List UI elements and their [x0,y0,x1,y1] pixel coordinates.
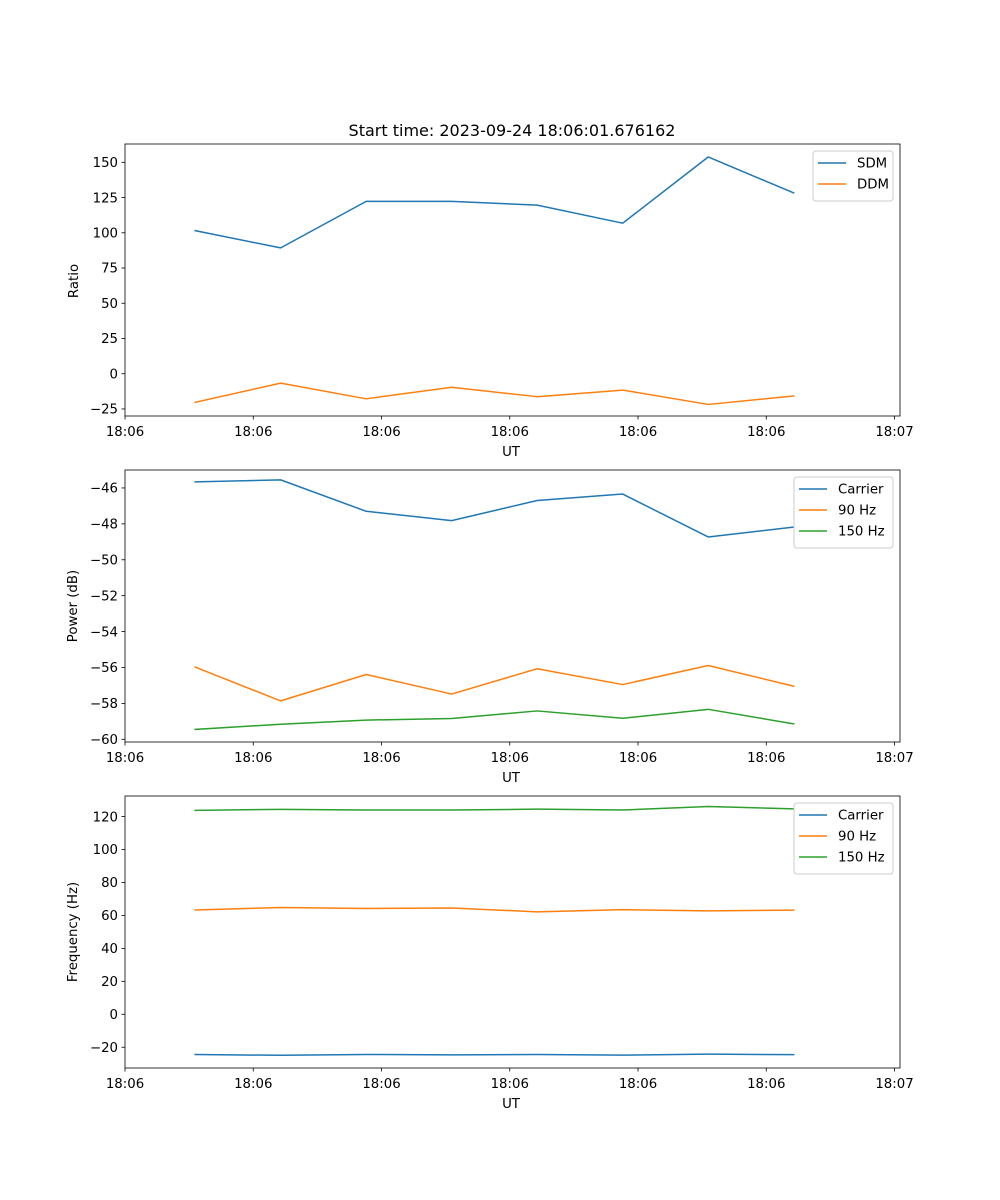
y-tick-label: 100 [93,843,118,858]
plot-frame [124,143,901,417]
legend-label: Carrier [838,483,884,498]
y-tick-label: −50 [90,553,118,568]
y-tick-label: −20 [90,1041,118,1056]
series-line-carrier [194,1053,795,1057]
y-axis-label: Ratio [67,264,82,298]
chart-title: Start time: 2023-09-24 18:06:01.676162 [349,121,676,140]
x-tick-label: 18:06 [747,1077,785,1092]
y-tick-label: 120 [93,810,118,825]
x-tick-label: 18:06 [747,425,785,440]
y-axis-label: Power (dB) [66,570,81,642]
x-axis-label: UT [502,771,521,786]
series-line-90-hz [194,664,795,702]
y-tick-label: −56 [90,661,118,676]
y-tick-label: 125 [93,191,118,206]
panel-ratio: Start time: 2023-09-24 18:06:01.676162 U… [67,121,914,460]
y-tick-label: 150 [93,156,118,171]
y-tick-label: 0 [110,367,118,382]
y-tick-label: −52 [90,589,118,604]
y-tick-label: 100 [93,226,118,241]
y-tick-label: −60 [90,733,118,748]
series-line-sdm [194,156,795,249]
x-axis-label: UT [502,1097,521,1112]
series-line-90-hz [194,906,795,913]
y-tick-label: 80 [101,876,118,891]
y-tick-label: 20 [101,975,118,990]
y-tick-label: −46 [90,482,118,497]
x-tick-label: 18:06 [491,425,529,440]
y-tick-label: −25 [90,403,118,418]
x-axis-label: UT [502,445,521,460]
legend-label: DDM [857,178,889,193]
legend-label: 150 Hz [838,851,885,866]
y-tick-label: 75 [101,262,118,277]
x-tick-label: 18:06 [234,1077,272,1092]
y-tick-label: 0 [110,1008,118,1023]
x-tick-label: 18:06 [619,1077,657,1092]
x-tick-label: 18:06 [619,751,657,766]
legend-label: Carrier [838,809,884,824]
panel-power: UT Power (dB) −60 −58 −56 −54 −52 −50 −48 −46 18… [66,469,914,786]
y-tick-label: 60 [101,909,118,924]
legend-label: SDM [857,157,887,172]
y-axis-label: Frequency (Hz) [66,882,81,982]
x-tick-label: 18:06 [106,751,144,766]
y-tick-label: 25 [101,332,118,347]
x-tick-label: 18:07 [875,1077,913,1092]
legend-label: 90 Hz [838,830,876,845]
x-tick-label: 18:06 [234,751,272,766]
legend-label: 90 Hz [838,504,876,519]
x-tick-label: 18:06 [234,425,272,440]
y-tick-label: −58 [90,697,118,712]
legend-label: 150 Hz [838,525,885,540]
x-tick-label: 18:06 [362,751,400,766]
series-line-150-hz [194,708,795,731]
x-tick-label: 18:06 [491,751,529,766]
series-line-carrier [194,479,795,538]
x-tick-label: 18:06 [362,425,400,440]
y-tick-label: −54 [90,625,118,640]
panel-frequency: UT Frequency (Hz) −20 0 20 40 60 80 100 120 18:0… [66,795,914,1112]
y-tick-label: 40 [101,942,118,957]
x-tick-label: 18:07 [875,751,913,766]
x-tick-label: 18:06 [106,425,144,440]
x-tick-label: 18:06 [747,751,785,766]
y-tick-label: 50 [101,297,118,312]
series-line-150-hz [194,805,795,812]
y-tick-label: −48 [90,518,118,533]
x-tick-label: 18:06 [106,1077,144,1092]
x-tick-label: 18:06 [491,1077,529,1092]
x-tick-label: 18:06 [362,1077,400,1092]
plot-frame [124,469,901,743]
x-tick-label: 18:07 [875,425,913,440]
x-tick-label: 18:06 [619,425,657,440]
plot-frame [124,795,901,1069]
series-line-ddm [194,382,795,406]
